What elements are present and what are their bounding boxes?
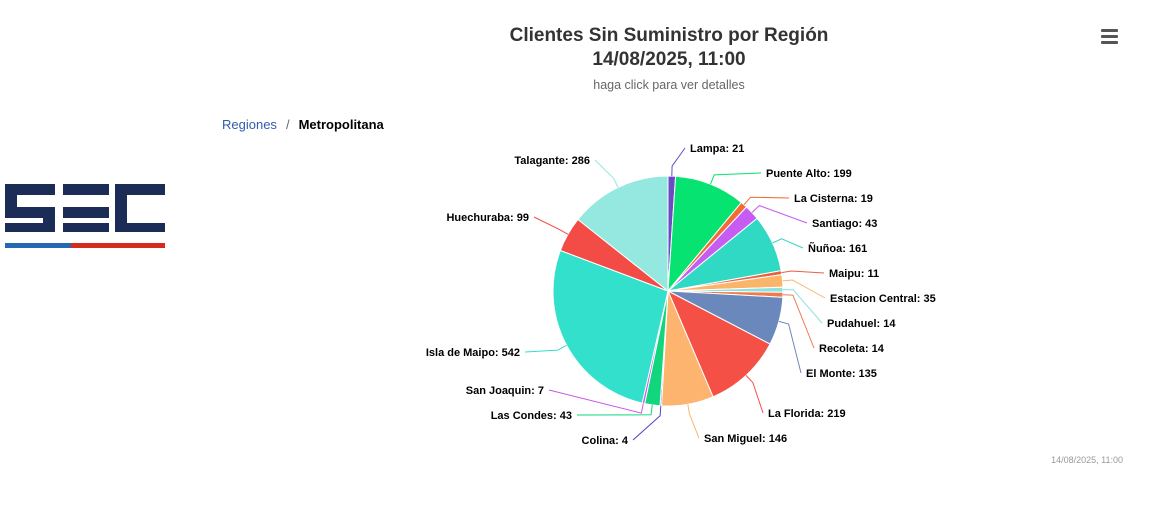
data-label-talagante: Talagante: 286 (514, 155, 590, 167)
breadcrumb-separator: / (285, 117, 290, 132)
hamburger-icon (1101, 29, 1118, 32)
connector-colina (632, 405, 662, 441)
data-label-estacion-central: Estacion Central: 35 (830, 293, 936, 305)
pie-slice-puente-alto[interactable] (667, 175, 743, 293)
connector-estacion-central (782, 279, 826, 299)
connector-la-cisterna (743, 196, 790, 206)
connector-puente-alto (710, 172, 762, 185)
data-label-recoleta: Recoleta: 14 (819, 343, 885, 355)
data-label-la-cisterna: La Cisterna: 19 (794, 193, 873, 205)
data-label-pudahuel: Pudahuel: 14 (827, 318, 896, 330)
data-label-nunoa: Ñuñoa: 161 (808, 242, 867, 255)
connector-la-florida (745, 375, 764, 414)
data-label-isla-de-maipo: Isla de Maipo: 542 (426, 347, 520, 359)
connector-talagante (594, 159, 619, 188)
connector-recoleta (782, 294, 815, 349)
connector-el-monte (778, 320, 802, 374)
sec-logo (5, 184, 165, 248)
connector-santiago (751, 205, 808, 224)
chart-title-line2: 14/08/2025, 11:00 (592, 49, 746, 70)
data-label-colina: Colina: 4 (582, 435, 629, 447)
chart-title-line1: Clientes Sin Suministro por Región (509, 25, 829, 46)
connector-lampa (671, 147, 686, 177)
data-label-puente-alto: Puente Alto: 199 (766, 168, 852, 180)
data-label-lampa: Lampa: 21 (690, 143, 744, 155)
data-label-san-miguel: San Miguel: 146 (704, 433, 787, 445)
data-label-la-florida: La Florida: 219 (768, 408, 846, 420)
breadcrumb-current: Metropolitana (298, 117, 384, 132)
breadcrumb-regiones-link[interactable]: Regiones (222, 117, 277, 132)
pie-slice-la-florida[interactable] (666, 289, 771, 398)
hamburger-menu-button[interactable] (1095, 26, 1125, 52)
pie-slice-isla-de-maipo[interactable] (552, 249, 669, 404)
connector-las-condes (576, 404, 653, 416)
connector-nunoa (772, 238, 804, 249)
data-label-maipu: Maipu: 11 (829, 268, 879, 280)
data-label-las-condes: Las Condes: 43 (491, 410, 572, 422)
breadcrumb: Regiones / Metropolitana (222, 117, 384, 132)
data-label-san-joaquin: San Joaquin: 7 (466, 385, 544, 397)
connector-huechuraba (533, 216, 569, 235)
connector-san-miguel (687, 404, 700, 439)
chart-subtitle: haga click para ver detalles (593, 78, 745, 92)
data-label-santiago: Santiago: 43 (812, 218, 877, 230)
connector-san-joaquin (548, 389, 644, 414)
connector-maipu (781, 270, 825, 274)
connector-isla-de-maipo (524, 344, 567, 353)
chart-credits: 14/08/2025, 11:00 (1051, 455, 1123, 465)
chart-title: Clientes Sin Suministro por Región 14/08… (400, 24, 938, 72)
pie-slice-talagante[interactable] (577, 175, 669, 293)
connector-pudahuel (782, 289, 823, 324)
data-label-el-monte: El Monte: 135 (806, 368, 877, 380)
data-label-huechuraba: Huechuraba: 99 (446, 212, 529, 224)
